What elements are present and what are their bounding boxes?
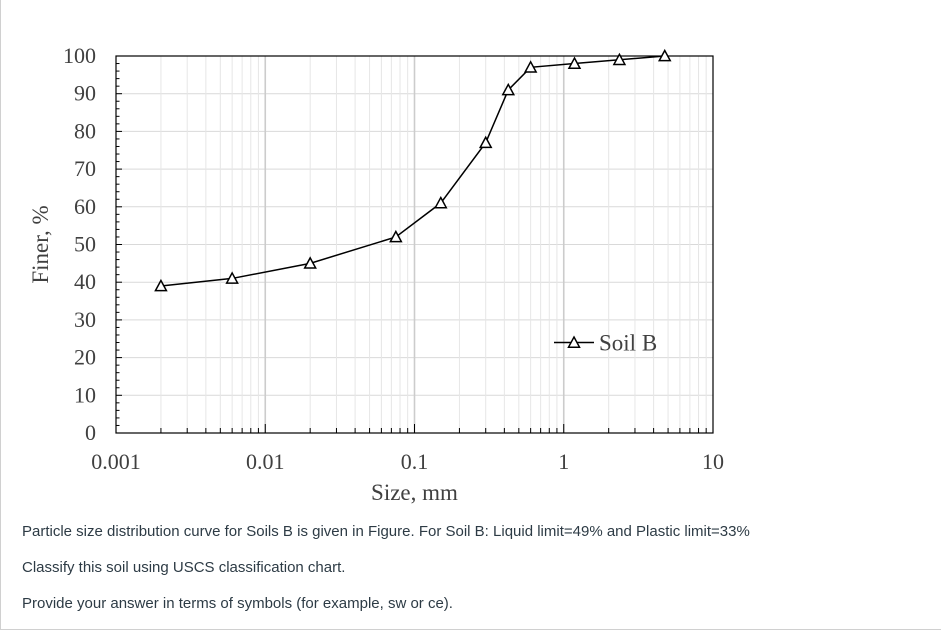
series-soil-b xyxy=(154,48,672,292)
data-point-marker xyxy=(501,82,516,96)
data-point-marker xyxy=(657,48,672,62)
particle-size-chart: 0 10 20 30 40 50 60 70 80 90 100 0.001 0.01 0.1 1 10 S… xyxy=(28,43,724,505)
y-tick-label: 80 xyxy=(74,118,96,143)
y-tick-labels: 0 10 20 30 40 50 60 70 80 90 100 xyxy=(63,43,96,445)
y-tick-label: 30 xyxy=(74,307,96,332)
question-text-1: Particle size distribution curve for Soi… xyxy=(22,523,750,540)
y-tick-label: 70 xyxy=(74,156,96,181)
y-tick-label: 60 xyxy=(74,194,96,219)
y-axis-ticks xyxy=(116,55,122,434)
x-tick-label: 10 xyxy=(702,449,724,474)
y-tick-label: 100 xyxy=(63,43,96,68)
data-point-marker xyxy=(478,135,493,149)
y-tick-label: 40 xyxy=(74,269,96,294)
data-point-marker xyxy=(434,195,448,209)
x-tick-label: 0.1 xyxy=(401,449,429,474)
plot-area-border xyxy=(115,55,714,434)
data-point-marker xyxy=(389,229,403,243)
y-tick-label: 0 xyxy=(85,420,96,445)
y-tick-label: 50 xyxy=(74,232,96,257)
x-axis-title: Size, mm xyxy=(371,480,458,505)
y-tick-label: 20 xyxy=(74,345,96,370)
y-tick-label: 10 xyxy=(74,382,96,407)
data-point-marker xyxy=(567,56,582,69)
grid-lines xyxy=(116,56,713,433)
data-point-marker xyxy=(612,52,627,66)
x-tick-label: 0.001 xyxy=(91,449,141,474)
x-tick-label: 0.01 xyxy=(246,449,285,474)
legend: Soil B xyxy=(554,331,657,356)
y-tick-label: 90 xyxy=(74,81,96,106)
y-axis-title: Finer, % xyxy=(28,205,53,283)
x-tick-labels: 0.001 0.01 0.1 1 10 xyxy=(91,449,724,474)
legend-marker xyxy=(567,335,581,348)
question-text-2: Classify this soil using USCS classifica… xyxy=(22,559,346,576)
data-point-marker xyxy=(303,256,317,269)
x-tick-label: 1 xyxy=(558,449,569,474)
data-point-marker xyxy=(523,60,538,73)
question-text-3: Provide your answer in terms of symbols … xyxy=(22,595,453,612)
x-minor-ticks xyxy=(160,424,707,433)
series-line xyxy=(160,55,665,287)
data-point-marker xyxy=(225,271,239,284)
data-point-marker xyxy=(154,278,168,292)
legend-label-soil-b: Soil B xyxy=(599,331,657,356)
